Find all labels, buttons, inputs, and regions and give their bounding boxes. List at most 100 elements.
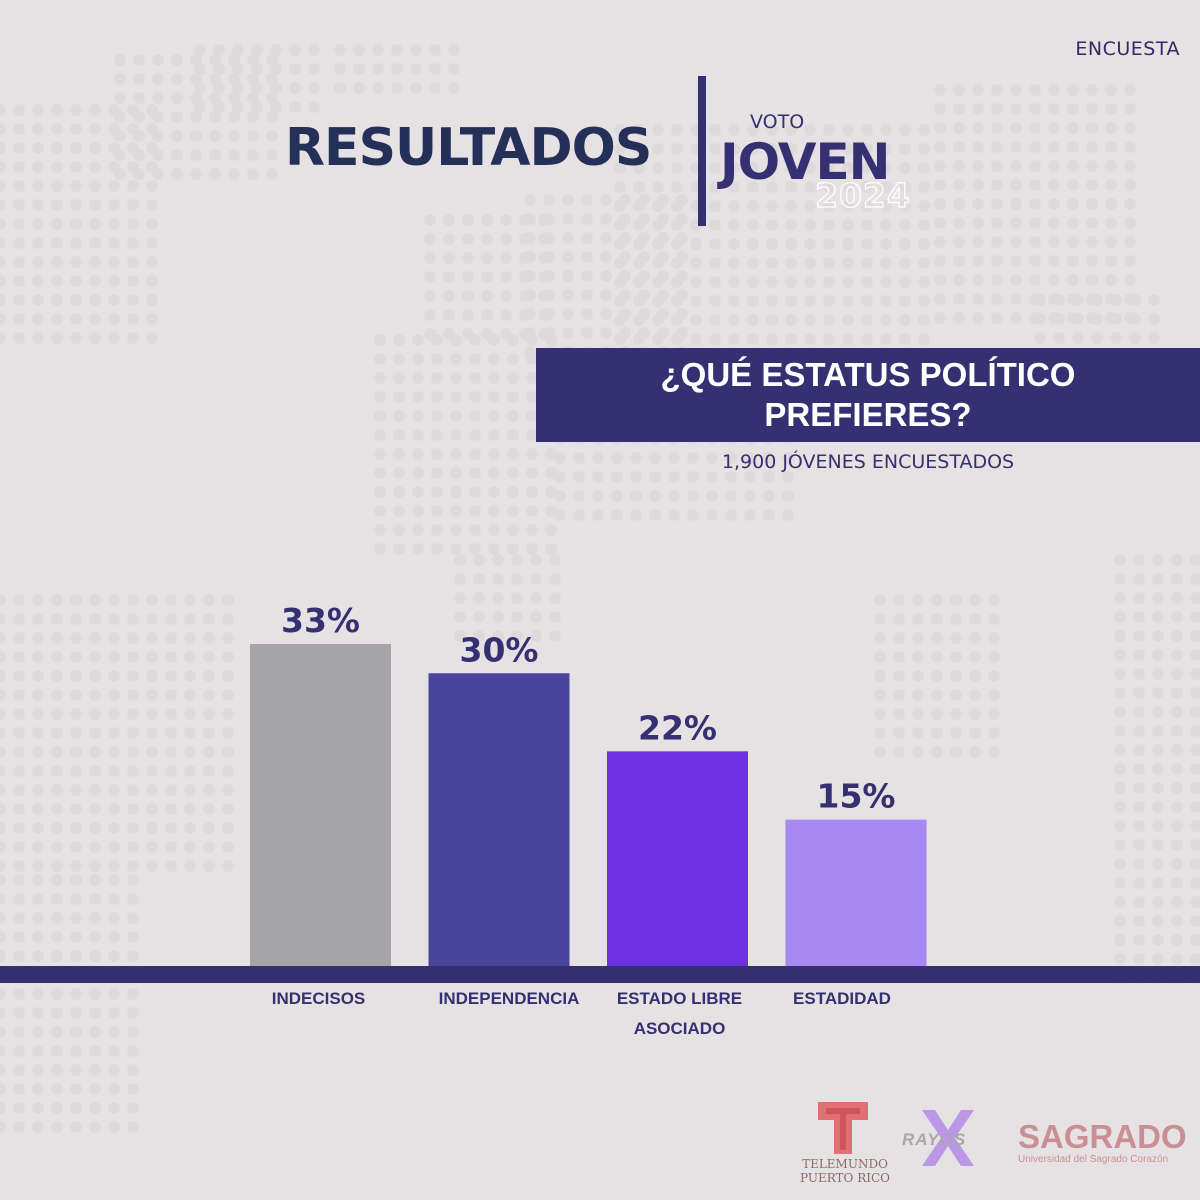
- map-dot: [1171, 611, 1183, 623]
- map-dot: [1190, 744, 1200, 756]
- map-dot: [1048, 141, 1060, 153]
- map-dot: [108, 893, 120, 905]
- map-dot: [108, 746, 120, 758]
- map-dot: [1190, 839, 1200, 851]
- map-dot: [70, 161, 82, 173]
- map-dot: [108, 1121, 120, 1133]
- map-dot: [652, 219, 664, 231]
- map-dot: [1010, 84, 1022, 96]
- bar-0: [250, 644, 391, 966]
- map-dot: [1048, 198, 1060, 210]
- map-dot: [481, 271, 493, 283]
- map-dot: [880, 219, 892, 231]
- map-dot: [545, 448, 557, 460]
- map-dot: [146, 218, 158, 230]
- map-dot: [165, 613, 177, 625]
- map-dot: [89, 784, 101, 796]
- map-dot: [108, 294, 120, 306]
- map-dot: [247, 111, 259, 123]
- map-dot: [652, 143, 664, 155]
- map-dot: [114, 168, 126, 180]
- map-dot: [454, 592, 466, 604]
- map-dot: [32, 803, 44, 815]
- map-dot: [649, 452, 661, 464]
- map-dot: [51, 1064, 63, 1076]
- map-dot: [51, 874, 63, 886]
- map-dot: [671, 200, 683, 212]
- map-dot: [543, 270, 555, 282]
- map-dot: [0, 931, 6, 943]
- map-dot: [804, 162, 816, 174]
- map-dot: [530, 630, 542, 642]
- map-dot: [443, 309, 455, 321]
- map-dot: [1048, 217, 1060, 229]
- map-dot: [13, 332, 25, 344]
- map-dot: [165, 841, 177, 853]
- map-dot: [899, 295, 911, 307]
- map-dot: [652, 314, 664, 326]
- map-dot: [744, 471, 756, 483]
- map-dot: [0, 689, 6, 701]
- map-dot: [988, 632, 1000, 644]
- map-dot: [146, 803, 158, 815]
- map-dot: [1010, 312, 1022, 324]
- map-dot: [562, 289, 574, 301]
- map-dot: [633, 238, 645, 250]
- map-dot: [32, 860, 44, 872]
- map-dot: [562, 308, 574, 320]
- map-dot: [874, 708, 886, 720]
- value-label-1: 30%: [460, 630, 539, 669]
- map-dot: [690, 238, 702, 250]
- map-dot: [127, 874, 139, 886]
- map-dot: [671, 162, 683, 174]
- map-dot: [213, 44, 225, 56]
- map-dot: [374, 410, 386, 422]
- map-dot: [1152, 782, 1164, 794]
- map-dot: [190, 168, 202, 180]
- map-dot: [706, 452, 718, 464]
- map-dot: [431, 410, 443, 422]
- map-dot: [1086, 198, 1098, 210]
- map-dot: [649, 509, 661, 521]
- map-dot: [1072, 332, 1084, 344]
- map-dot: [266, 73, 278, 85]
- map-dot: [1086, 84, 1098, 96]
- map-dot: [507, 524, 519, 536]
- map-dot: [203, 841, 215, 853]
- map-dot: [1190, 877, 1200, 889]
- map-dot: [554, 471, 566, 483]
- map-dot: [543, 289, 555, 301]
- map-dot: [152, 149, 164, 161]
- map-dot: [32, 294, 44, 306]
- map-dot: [524, 232, 536, 244]
- map-dot: [190, 130, 202, 142]
- map-dot: [785, 238, 797, 250]
- map-dot: [530, 611, 542, 623]
- map-dot: [1133, 782, 1145, 794]
- map-dot: [412, 448, 424, 460]
- map-dot: [133, 130, 145, 142]
- map-dot: [266, 130, 278, 142]
- map-dot: [671, 238, 683, 250]
- map-dot: [114, 130, 126, 142]
- map-dot: [32, 218, 44, 230]
- map-dot: [0, 104, 6, 116]
- map-dot: [184, 765, 196, 777]
- map-dot: [146, 199, 158, 211]
- map-dot: [51, 651, 63, 663]
- map-dot: [687, 471, 699, 483]
- map-dot: [581, 251, 593, 263]
- map-dot: [507, 486, 519, 498]
- map-dot: [374, 505, 386, 517]
- map-dot: [633, 314, 645, 326]
- map-dot: [127, 594, 139, 606]
- map-dot: [70, 1045, 82, 1057]
- map-dot: [13, 1007, 25, 1019]
- map-dot: [13, 1102, 25, 1114]
- map-dots: [0, 44, 1200, 1133]
- map-dot: [51, 332, 63, 344]
- map-dot: [614, 314, 626, 326]
- map-dot: [184, 784, 196, 796]
- map-dot: [1190, 915, 1200, 927]
- map-dot: [1124, 103, 1136, 115]
